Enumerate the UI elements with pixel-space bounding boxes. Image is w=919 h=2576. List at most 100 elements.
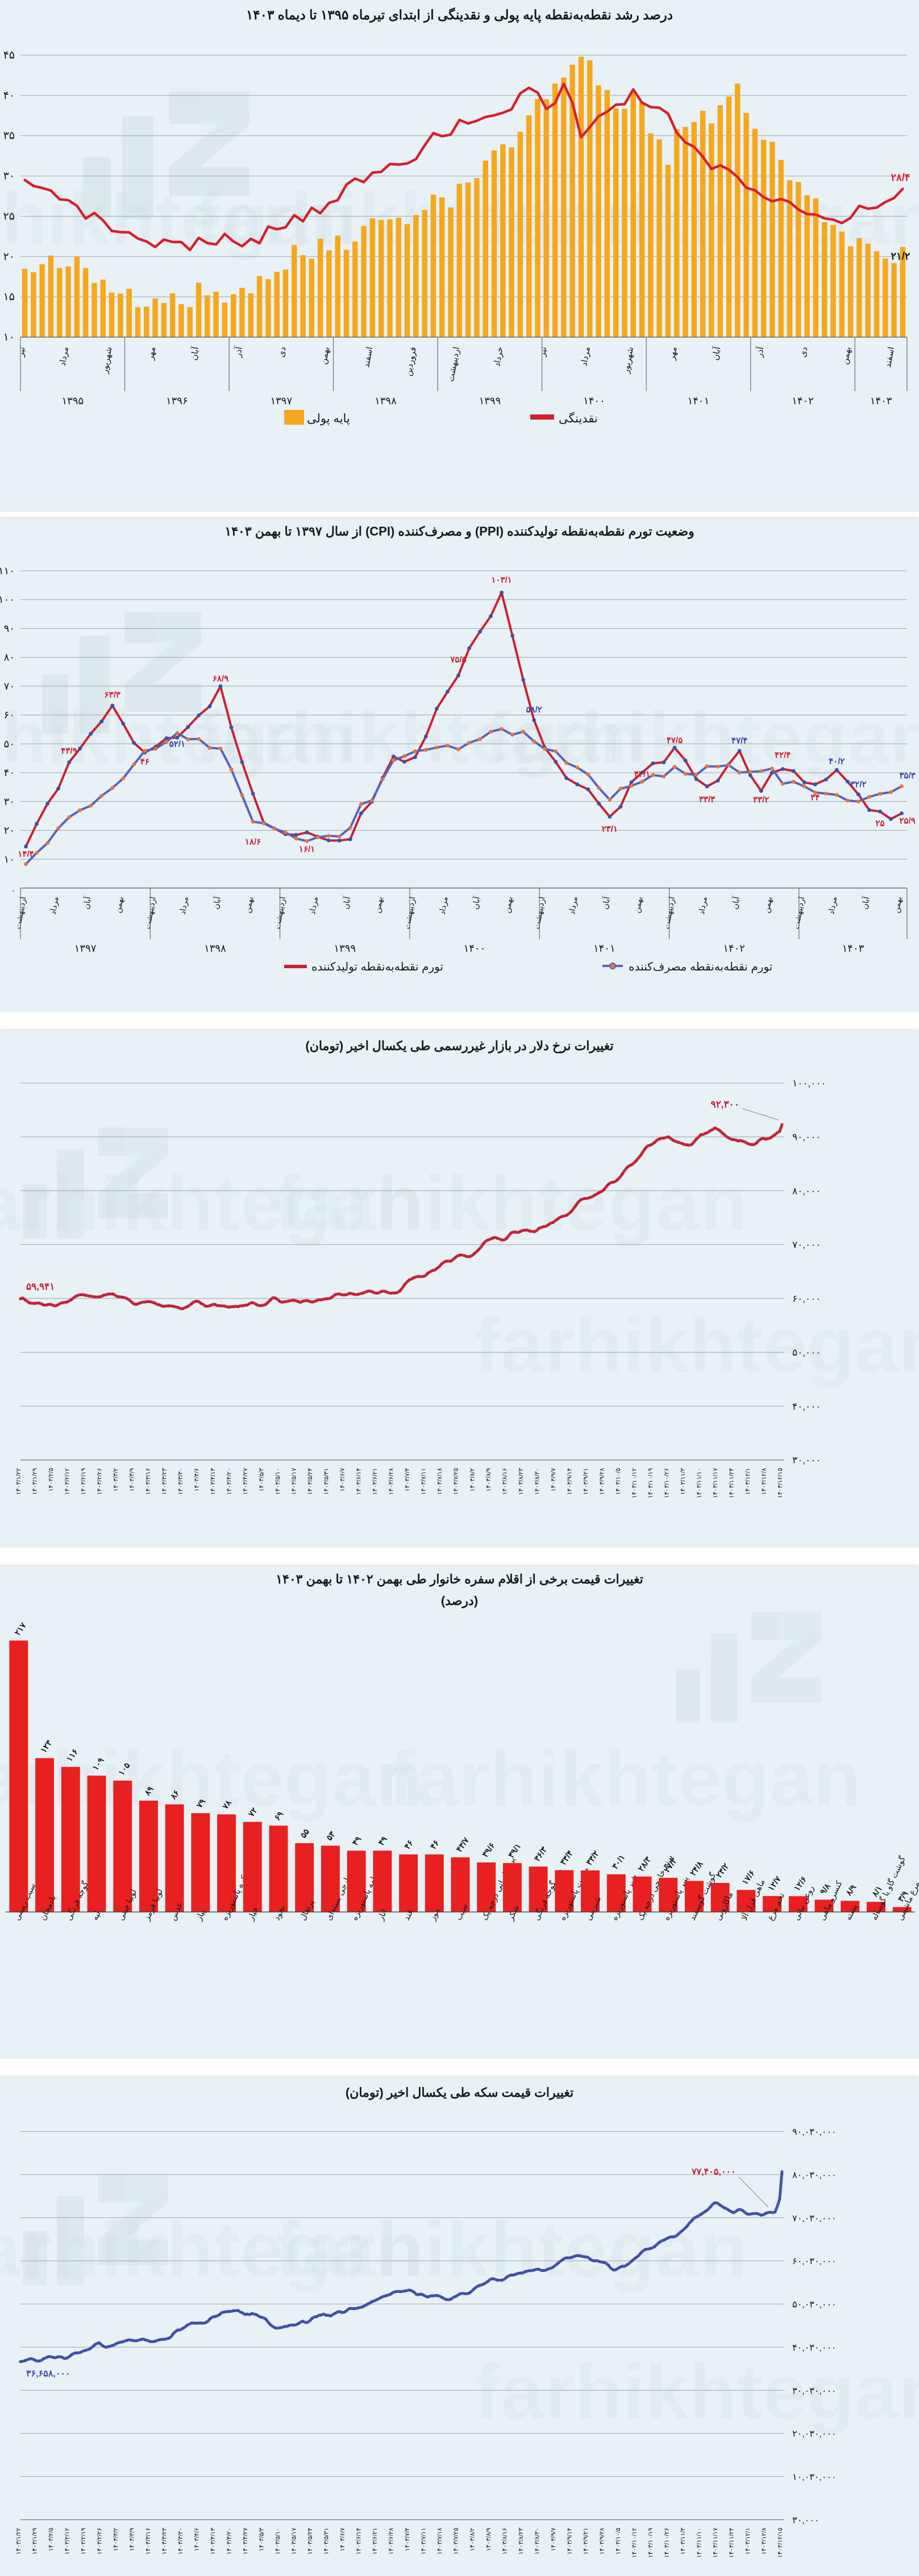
svg-text:۴۰/۲: ۴۰/۲ xyxy=(829,757,845,766)
svg-text:۱۰۳/۱: ۱۰۳/۱ xyxy=(491,575,512,585)
svg-text:۱۴۰۳/۵/۱۷: ۱۴۰۳/۵/۱۷ xyxy=(291,2528,298,2555)
svg-text:۱۴۰۳/۶/۲۸: ۱۴۰۳/۶/۲۸ xyxy=(388,1468,395,1495)
svg-text:۱۴۰۱: ۱۴۰۱ xyxy=(593,943,616,954)
svg-text:۱۴۰۳/۹/۲۱: ۱۴۰۳/۹/۲۱ xyxy=(583,2528,589,2554)
svg-text:پایه پولی: پایه پولی xyxy=(307,412,350,426)
svg-text:۳۰,۰۳۰,۰۰۰: ۳۰,۰۳۰,۰۰۰ xyxy=(792,2386,837,2396)
svg-text:۱۴۰۳/۴/۲۰: ۱۴۰۳/۴/۲۰ xyxy=(226,1468,233,1495)
svg-text:۱۴۰۳/۸/۲۳: ۱۴۰۳/۸/۲۳ xyxy=(518,1468,525,1495)
svg-text:۱۴۰۳/۱/۲۹: ۱۴۰۳/۱/۲۹ xyxy=(32,1468,39,1495)
svg-text:۱۰: ۱۰ xyxy=(3,331,15,343)
svg-text:۲۵: ۲۵ xyxy=(875,819,884,828)
svg-text:۱۴۰۳/۱۲/۱۵: ۱۴۰۳/۱۲/۱۵ xyxy=(777,1468,784,1498)
svg-text:۱۴۰۳/۱۲/۸: ۱۴۰۳/۱۲/۸ xyxy=(760,2528,767,2555)
svg-text:۲۱/۲: ۲۱/۲ xyxy=(891,250,910,262)
svg-text:۱۴۰۳/۲/۱۲: ۱۴۰۳/۲/۱۲ xyxy=(64,1468,71,1495)
svg-text:۱۴۰۳/۸/۹: ۱۴۰۳/۸/۹ xyxy=(485,2528,492,2552)
svg-text:۴۰: ۴۰ xyxy=(3,90,15,102)
svg-text:دی: دی xyxy=(276,346,288,358)
svg-text:۱۴۰۳/۳/۲: ۱۴۰۳/۳/۲ xyxy=(113,2528,119,2552)
svg-text:۳۲/۲: ۳۲/۲ xyxy=(850,780,866,790)
svg-text:۱۴۰۳/۳/۹: ۱۴۰۳/۳/۹ xyxy=(129,2528,136,2552)
svg-text:۱۳۹۵: ۱۳۹۵ xyxy=(61,395,84,406)
svg-text:۳۰: ۳۰ xyxy=(3,171,15,182)
svg-text:۹۰,۰۰۰: ۹۰,۰۰۰ xyxy=(792,1132,821,1143)
svg-text:۱۴۰۳/۱۰/۱۹: ۱۴۰۳/۱۰/۱۹ xyxy=(647,1468,654,1498)
svg-text:۱۴۰۳/۹/۷: ۱۴۰۳/۹/۷ xyxy=(550,2528,557,2552)
svg-text:۱۴۰۳/۱۱/۱۷: ۱۴۰۳/۱۱/۱۷ xyxy=(712,2528,719,2558)
svg-text:۱۳۹۷: ۱۳۹۷ xyxy=(270,395,292,406)
svg-text:۷۵/۵: ۷۵/۵ xyxy=(450,655,466,665)
svg-text:۵۰: ۵۰ xyxy=(4,738,15,749)
svg-text:۱۴۰۳/۶/۲۱: ۱۴۰۳/۶/۲۱ xyxy=(372,1468,379,1495)
svg-text:۲۵: ۲۵ xyxy=(3,210,15,222)
svg-text:درصد رشد نقطه‌به‌نقطه پایه پو: درصد رشد نقطه‌به‌نقطه پایه پولی و نقدینگ… xyxy=(246,7,673,23)
svg-text:۱۳۹۹: ۱۳۹۹ xyxy=(334,943,356,954)
svg-text:۱۴۰۳/۳/۲: ۱۴۰۳/۳/۲ xyxy=(113,1468,119,1492)
svg-text:تغییرات قیمت سکه طی یکسال اخیر: تغییرات قیمت سکه طی یکسال اخیر (تومان) xyxy=(346,2085,573,2100)
svg-text:۶۰,۰۳۰,۰۰۰: ۶۰,۰۳۰,۰۰۰ xyxy=(792,2257,837,2267)
svg-text:.: . xyxy=(12,882,15,894)
svg-text:۱۴۰۳/۹/۱۴: ۱۴۰۳/۹/۱۴ xyxy=(566,1468,573,1495)
svg-text:۱۳۹۸: ۱۳۹۸ xyxy=(375,395,397,406)
svg-text:وضعیت تورم نقطه‌به‌نقطه تولیدک: وضعیت تورم نقطه‌به‌نقطه تولیدکننده (PPI)… xyxy=(224,524,694,539)
svg-text:۱۴۰۳/۱۱/۲۴: ۱۴۰۳/۱۱/۲۴ xyxy=(728,2528,735,2558)
svg-text:۱۴۰۳/۸/۱۶: ۱۴۰۳/۸/۱۶ xyxy=(501,2528,508,2554)
svg-text:۳۵/۳: ۳۵/۳ xyxy=(899,771,915,781)
svg-text:۱۴۰۳/۳/۲۳: ۱۴۰۳/۳/۲۳ xyxy=(161,2528,168,2555)
svg-text:۱۴/۴: ۱۴/۴ xyxy=(18,849,34,859)
svg-text:۱۴۰۳/۶/۷: ۱۴۰۳/۶/۷ xyxy=(339,1468,346,1492)
svg-text:۳۰: ۳۰ xyxy=(4,796,15,807)
svg-text:۲۵/۹: ۲۵/۹ xyxy=(899,816,915,826)
svg-text:۱۴۰۳/۵/۳: ۱۴۰۳/۵/۳ xyxy=(259,2528,265,2552)
svg-text:۱۴۰۳/۷/۱۸: ۱۴۰۳/۷/۱۸ xyxy=(436,2528,443,2555)
svg-text:۱۴۰۳/۲/۱۲: ۱۴۰۳/۲/۱۲ xyxy=(64,2528,71,2555)
svg-text:۱۴۰۳/۸/۹: ۱۴۰۳/۸/۹ xyxy=(485,1468,492,1492)
svg-text:۱۴۰۳/۱/۲۹: ۱۴۰۳/۱/۲۹ xyxy=(32,2528,39,2555)
svg-text:farhikhtegan: farhikhtegan xyxy=(275,2206,747,2293)
svg-text:۱۴۰۳/۸/۲: ۱۴۰۳/۸/۲ xyxy=(469,1468,476,1492)
svg-text:farhikhtegan: farhikhtegan xyxy=(389,1735,861,1822)
svg-text:۱۴۰۳: ۱۴۰۳ xyxy=(870,395,892,406)
svg-text:۱۴۰۳/۱۱/۲۴: ۱۴۰۳/۱۱/۲۴ xyxy=(728,1468,735,1498)
svg-text:۸۰,۰۳۰,۰۰۰: ۸۰,۰۳۰,۰۰۰ xyxy=(792,2171,837,2180)
svg-text:۱۴۰۳/۴/۲۷: ۱۴۰۳/۴/۲۷ xyxy=(242,1468,249,1495)
svg-text:۱۴۰۱: ۱۴۰۱ xyxy=(688,395,710,406)
svg-text:۱۴۰۳/۷/۱۸: ۱۴۰۳/۷/۱۸ xyxy=(436,1468,443,1495)
svg-text:تورم نقطه‌به‌نقطه تولیدکننده: تورم نقطه‌به‌نقطه تولیدکننده xyxy=(311,961,443,973)
svg-text:۱۴۰۳/۴/۱۳: ۱۴۰۳/۴/۱۳ xyxy=(210,2528,217,2555)
svg-text:نقدینگی: نقدینگی xyxy=(559,412,598,425)
svg-text:۵۹,۹۴۱: ۵۹,۹۴۱ xyxy=(26,1281,55,1292)
svg-text:۷۰,۰۳۰,۰۰۰: ۷۰,۰۳۰,۰۰۰ xyxy=(792,2214,837,2224)
svg-text:farhikhtegan: farhikhtegan xyxy=(474,1301,919,1388)
svg-text:۱۴۰۳/۷/۲۵: ۱۴۰۳/۷/۲۵ xyxy=(453,2528,460,2555)
svg-text:۱۴۰۳/۱۲/۱: ۱۴۰۳/۱۲/۱ xyxy=(745,1468,751,1495)
svg-text:۱۳۹۶: ۱۳۹۶ xyxy=(166,395,188,406)
svg-text:۱۴۰۳/۵/۲۴: ۱۴۰۳/۵/۲۴ xyxy=(307,1468,314,1495)
svg-text:۴۲/۱: ۴۲/۱ xyxy=(634,769,650,779)
svg-text:۵۸/۲: ۵۸/۲ xyxy=(526,705,542,715)
svg-text:۳۳/۲: ۳۳/۲ xyxy=(753,795,769,805)
svg-text:۱۴۰۳/۲/۵: ۱۴۰۳/۲/۵ xyxy=(48,1468,55,1492)
svg-text:۱۴۰۳/۴/۱۳: ۱۴۰۳/۴/۱۳ xyxy=(210,1468,217,1495)
svg-text:۱۰,۰۳۰,۰۰۰: ۱۰,۰۳۰,۰۰۰ xyxy=(792,2473,837,2482)
svg-text:تغییرات نرخ دلار در بازار غیرر: تغییرات نرخ دلار در بازار غیررسمی طی یکس… xyxy=(305,1039,613,1053)
svg-text:۴۰,۰۰۰: ۴۰,۰۰۰ xyxy=(792,1401,821,1412)
svg-text:۱۴۰۳/۳/۱۶: ۱۴۰۳/۳/۱۶ xyxy=(145,2528,152,2554)
svg-text:تورم نقطه‌به‌نقطه مصرف‌کننده: تورم نقطه‌به‌نقطه مصرف‌کننده xyxy=(629,961,772,973)
svg-text:۸۰: ۸۰ xyxy=(4,652,15,663)
svg-text:۱۴۰۳/۸/۳۰: ۱۴۰۳/۸/۳۰ xyxy=(534,1468,540,1495)
svg-text:۳۰,۰۰۰: ۳۰,۰۰۰ xyxy=(792,2516,819,2525)
svg-text:۱۴۰۳/۵/۳۱: ۱۴۰۳/۵/۳۱ xyxy=(323,2528,330,2554)
svg-text:۲۰: ۲۰ xyxy=(3,251,15,263)
svg-text:۱۴۰۳/۲/۱۹: ۱۴۰۳/۲/۱۹ xyxy=(80,1468,87,1495)
svg-text:۱۴۰۳/۹/۷: ۱۴۰۳/۹/۷ xyxy=(550,1468,557,1492)
svg-text:۱۴۰۳/۵/۲۴: ۱۴۰۳/۵/۲۴ xyxy=(307,2528,314,2555)
svg-text:۱۴۰۳/۴/۶: ۱۴۰۳/۴/۶ xyxy=(194,1468,201,1492)
svg-text:۱۴۰۳/۶/۲۸: ۱۴۰۳/۶/۲۸ xyxy=(388,2528,395,2555)
svg-text:۱۴۰۳/۱۰/۱۹: ۱۴۰۳/۱۰/۱۹ xyxy=(647,2528,654,2558)
svg-text:۱۰: ۱۰ xyxy=(4,853,15,865)
svg-text:۱۶/۱: ۱۶/۱ xyxy=(299,844,315,854)
svg-text:۱۴۰۳/۷/۲۵: ۱۴۰۳/۷/۲۵ xyxy=(453,1468,460,1495)
svg-text:۱۴۰۳/۱۰/۲۶: ۱۴۰۳/۱۰/۲۶ xyxy=(663,1468,670,1498)
